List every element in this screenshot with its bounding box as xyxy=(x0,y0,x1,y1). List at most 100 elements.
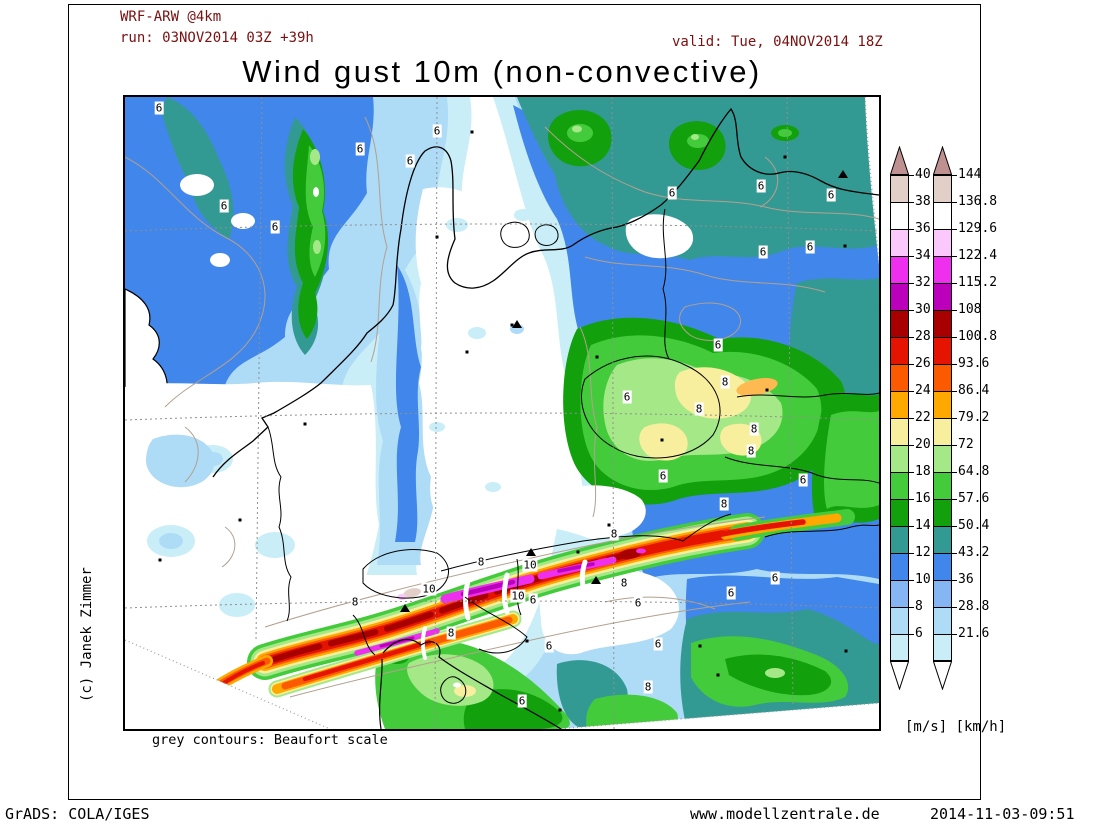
legend-tick xyxy=(909,256,914,257)
peak-marker-icon xyxy=(526,548,536,556)
legend-segment xyxy=(933,499,952,526)
model-name: WRF-ARW @4km xyxy=(120,9,222,25)
map-annotations: 6 6 6 6 6 6 6 6 6 6 6 6 6 6 6 6 6 6 6 6 6 6 8 8 8 8 8 8 8 8 8 8 8 10 10 10 xyxy=(125,97,879,729)
legend-tick xyxy=(909,580,914,581)
legend-ms-label: 28 xyxy=(915,329,931,344)
legend-segment xyxy=(933,634,952,661)
legend-segment xyxy=(890,175,909,202)
legend-ms-label: 38 xyxy=(915,194,931,209)
graticule xyxy=(125,97,879,729)
legend-tick xyxy=(909,472,914,473)
legend-tick xyxy=(909,445,914,446)
legend-tick xyxy=(909,229,914,230)
beaufort-contours xyxy=(125,116,879,698)
legend-ms-label: 6 xyxy=(915,626,923,641)
contour-label: 6 xyxy=(653,637,663,651)
city-dot xyxy=(525,639,529,643)
legend-segment xyxy=(933,472,952,499)
contour-label: 6 xyxy=(756,179,766,193)
legend-ms-label: 16 xyxy=(915,491,931,506)
legend-segment xyxy=(890,580,909,607)
legend-segment xyxy=(890,499,909,526)
legend-tick xyxy=(952,607,957,608)
legend-segment xyxy=(933,580,952,607)
city-dot xyxy=(238,518,242,522)
wind-gust-field xyxy=(125,97,879,729)
contour-label: 6 xyxy=(633,596,643,610)
footer-website: www.modellzentrale.de xyxy=(690,805,880,823)
legend-tick xyxy=(909,418,914,419)
footer-timestamp: 2014-11-03-09:51 xyxy=(930,805,1075,823)
contour-label: 10 xyxy=(522,558,538,572)
legend-tick xyxy=(909,202,914,203)
legend-ms-label: 20 xyxy=(915,437,931,452)
legend-kmh-label: 129.6 xyxy=(958,221,998,236)
city-dot xyxy=(765,388,769,392)
coastlines-borders xyxy=(212,107,879,729)
contour-label: 6 xyxy=(622,390,632,404)
contour-label: 6 xyxy=(805,240,815,254)
legend-kmh-label: 21.6 xyxy=(958,626,990,641)
legend-tick xyxy=(952,229,957,230)
city-dot xyxy=(435,235,439,239)
legend-kmh-label: 50.4 xyxy=(958,518,990,533)
legend-kmh-label: 122.4 xyxy=(958,248,998,263)
legend-kmh-label: 100.8 xyxy=(958,329,998,344)
legend-ms-label: 24 xyxy=(915,383,931,398)
domain-boundary xyxy=(125,97,879,729)
legend-segment xyxy=(890,418,909,445)
legend-tick xyxy=(909,175,914,176)
legend-tick xyxy=(909,499,914,500)
legend-tick xyxy=(952,391,957,392)
legend-segment xyxy=(933,445,952,472)
peak-marker-icon xyxy=(838,170,848,178)
contour-label: 6 xyxy=(405,154,415,168)
contour-label: 8 xyxy=(749,422,759,436)
contour-label: 6 xyxy=(517,694,527,708)
contour-label: 8 xyxy=(619,576,629,590)
run-info: run: 03NOV2014 03Z +39h xyxy=(120,30,314,46)
legend-ms-label: 10 xyxy=(915,572,931,587)
legend-tick xyxy=(952,418,957,419)
legend-segment xyxy=(933,526,952,553)
legend-segment xyxy=(890,634,909,661)
legend-arrow-bottom-icon xyxy=(932,661,953,691)
legend-ms-label: 34 xyxy=(915,248,931,263)
legend-kmh-label: 36 xyxy=(958,572,974,587)
legend-kmh-label: 86.4 xyxy=(958,383,990,398)
contour-caption: grey contours: Beaufort scale xyxy=(152,732,388,748)
legend-arrow-top-icon xyxy=(932,145,953,175)
legend-tick xyxy=(952,526,957,527)
legend-kmh-label: 108 xyxy=(958,302,982,317)
contour-label: 6 xyxy=(826,188,836,202)
legend-units: [m/s] [km/h] xyxy=(905,719,1007,735)
legend-segment xyxy=(890,445,909,472)
legend-kmh-label: 43.2 xyxy=(958,545,990,560)
contour-label: 6 xyxy=(154,101,164,115)
legend-segment xyxy=(933,202,952,229)
legend-tick xyxy=(909,337,914,338)
contour-label: 8 xyxy=(643,680,653,694)
legend-segment xyxy=(933,175,952,202)
contour-label: 6 xyxy=(544,639,554,653)
legend-segment xyxy=(933,337,952,364)
contour-label: 8 xyxy=(719,497,729,511)
legend-tick xyxy=(952,499,957,500)
legend-ms-label: 12 xyxy=(915,545,931,560)
contour-label: 10 xyxy=(510,589,526,603)
legend-ms-label: 14 xyxy=(915,518,931,533)
city-dot xyxy=(470,130,474,134)
legend-tick xyxy=(909,364,914,365)
contour-label: 6 xyxy=(726,586,736,600)
legend-ms-label: 40 xyxy=(915,167,931,182)
legend-tick xyxy=(952,472,957,473)
legend-segment xyxy=(890,472,909,499)
field-fleck-layer xyxy=(145,209,532,617)
legend-kmh-label: 28.8 xyxy=(958,599,990,614)
contour-label: 6 xyxy=(219,199,229,213)
legend-tick xyxy=(909,553,914,554)
city-dot xyxy=(158,558,162,562)
legend-tick xyxy=(952,445,957,446)
city-dot xyxy=(576,550,580,554)
city-dot xyxy=(558,708,562,712)
